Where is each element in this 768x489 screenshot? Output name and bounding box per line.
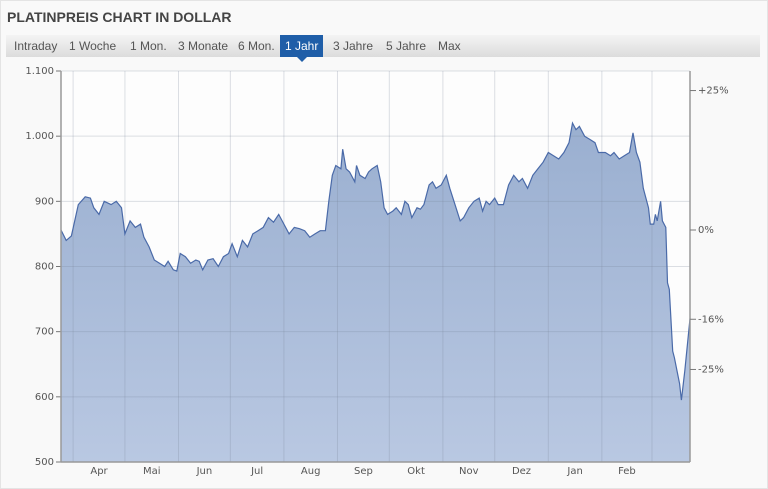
price-area <box>61 123 690 462</box>
y-tick-label: 800 <box>35 262 54 273</box>
tab-1-jahr[interactable]: 1 Jahr <box>280 35 324 62</box>
y-tick-label: 1.100 <box>25 66 54 77</box>
x-tick-label: Sep <box>354 466 373 477</box>
range-tabs: Intraday 1 Woche 1 Mon. 3 Monate 6 Mon. … <box>6 35 760 62</box>
y-tick-label: 900 <box>35 196 54 207</box>
y-tick-label: 600 <box>35 392 54 403</box>
y-tick-label: 1.000 <box>25 131 54 142</box>
tab-3-jahre[interactable]: 3 Jahre <box>333 39 374 53</box>
current-change-label: -16% <box>698 314 724 325</box>
x-tick-label: Apr <box>90 466 108 477</box>
page-title: PLATINPREIS CHART IN DOLLAR <box>7 9 232 25</box>
tab-3-monate[interactable]: 3 Monate <box>178 39 229 53</box>
price-line <box>60 121 691 401</box>
right-tick-label: -25% <box>698 364 724 375</box>
y-tick-label: 700 <box>35 327 54 338</box>
tab-6-mon[interactable]: 6 Mon. <box>238 39 275 53</box>
x-tick-label: Feb <box>618 466 636 477</box>
right-tick-label: +25% <box>698 86 729 97</box>
y-tick-label: 500 <box>35 457 54 468</box>
x-tick-label: Okt <box>407 466 425 477</box>
x-tick-label: Aug <box>301 466 321 477</box>
x-tick-label: Mai <box>143 466 161 477</box>
x-tick-label: Dez <box>512 466 531 477</box>
tab-1-woche[interactable]: 1 Woche <box>69 39 117 53</box>
x-tick-label: Nov <box>459 466 479 477</box>
x-tick-label: Jan <box>566 466 582 477</box>
x-tick-label: Jun <box>196 466 213 477</box>
tab-1-mon[interactable]: 1 Mon. <box>130 39 167 53</box>
tab-5-jahre[interactable]: 5 Jahre <box>386 39 427 53</box>
tab-max[interactable]: Max <box>438 39 461 53</box>
tab-intraday[interactable]: Intraday <box>14 39 58 53</box>
right-tick-label: 0% <box>698 225 714 236</box>
x-tick-label: Jul <box>250 466 263 477</box>
